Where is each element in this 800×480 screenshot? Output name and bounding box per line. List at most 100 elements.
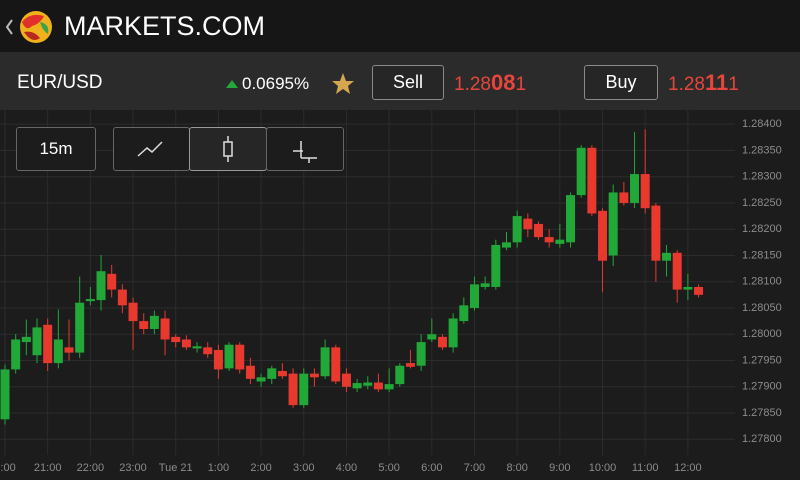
candle-body bbox=[117, 289, 127, 306]
candle-body bbox=[309, 373, 319, 378]
line-icon bbox=[137, 141, 163, 157]
candle-body bbox=[299, 373, 309, 406]
change-percent: 0.0695% bbox=[242, 74, 310, 93]
candle-body bbox=[0, 369, 10, 420]
candle-body bbox=[608, 192, 618, 256]
favorite-star[interactable] bbox=[331, 72, 355, 95]
sell-price: 1.28081 bbox=[454, 70, 526, 96]
x-tick-label: 22:00 bbox=[77, 462, 105, 474]
candle-body bbox=[640, 174, 650, 209]
candle-body bbox=[672, 252, 682, 290]
candle-body bbox=[149, 315, 159, 329]
header: MARKETS.COM bbox=[0, 0, 800, 52]
candle-body bbox=[32, 327, 42, 356]
y-tick-label: 1.28200 bbox=[742, 223, 782, 235]
candle-body bbox=[683, 286, 693, 290]
candle-body bbox=[53, 339, 63, 364]
y-tick-label: 1.28250 bbox=[742, 197, 782, 209]
candle-body bbox=[11, 339, 21, 370]
candle-body bbox=[651, 205, 661, 261]
candle-body bbox=[587, 147, 597, 214]
candle-body bbox=[192, 346, 202, 349]
candle-body bbox=[598, 210, 608, 261]
candle-body bbox=[491, 244, 501, 287]
bar-chart-button[interactable] bbox=[266, 127, 344, 171]
y-tick-label: 1.28050 bbox=[742, 302, 782, 314]
y-tick-label: 1.28350 bbox=[742, 144, 782, 156]
price-part: 1.28 bbox=[668, 74, 705, 95]
y-tick-label: 1.28300 bbox=[742, 171, 782, 183]
buy-button[interactable]: Buy bbox=[584, 65, 658, 100]
candle-body bbox=[694, 286, 704, 295]
price-pips: 11 bbox=[704, 70, 729, 95]
candle-body bbox=[245, 365, 255, 379]
candle-body bbox=[512, 216, 522, 243]
candle-body bbox=[256, 377, 266, 382]
candle-body bbox=[21, 336, 31, 343]
candle-body bbox=[213, 349, 223, 370]
candle-body bbox=[43, 324, 53, 364]
candle-body bbox=[427, 334, 437, 340]
x-tick-label: 11:00 bbox=[632, 462, 659, 474]
candle-body bbox=[235, 344, 245, 370]
candle-body bbox=[331, 347, 341, 382]
candle-body bbox=[395, 365, 405, 385]
candle-body bbox=[566, 195, 576, 243]
up-arrow bbox=[226, 80, 238, 88]
x-tick-label: 1:00 bbox=[208, 462, 229, 474]
candle-body bbox=[277, 370, 287, 377]
candle-body bbox=[224, 344, 234, 369]
candle-body bbox=[373, 382, 383, 390]
price-part: 1 bbox=[728, 74, 739, 95]
x-tick-label: 4:00 bbox=[336, 462, 357, 474]
symbol[interactable]: EUR/USD bbox=[17, 72, 103, 93]
y-tick-label: 1.27850 bbox=[742, 407, 782, 419]
x-tick-label: 21:00 bbox=[34, 462, 62, 474]
candle-body bbox=[501, 242, 511, 248]
candle-body bbox=[96, 271, 106, 301]
candle-body bbox=[85, 299, 95, 302]
sell-button[interactable]: Sell bbox=[372, 65, 444, 100]
candle-chart-button[interactable] bbox=[189, 127, 267, 171]
candle-icon bbox=[223, 136, 233, 162]
candle-body bbox=[352, 383, 362, 389]
x-tick-label: 0:00 bbox=[0, 462, 16, 474]
chart: 1.28400 1.28350 1.28300 1.28250 1.28200 1.281… bbox=[0, 110, 782, 474]
candle-body bbox=[523, 218, 533, 230]
candle-body bbox=[480, 283, 490, 287]
candle-body bbox=[363, 382, 373, 386]
x-tick-label: 23:00 bbox=[119, 462, 147, 474]
price-pips: 08 bbox=[490, 70, 516, 95]
candle-body bbox=[555, 239, 565, 244]
interval-button[interactable]: 15m bbox=[16, 127, 96, 171]
candle-body bbox=[203, 347, 213, 355]
logo bbox=[5, 11, 52, 43]
candle-body bbox=[576, 147, 586, 196]
candle-body bbox=[139, 321, 149, 329]
candle-body bbox=[267, 368, 277, 379]
candle-body bbox=[416, 342, 426, 366]
candle-body bbox=[107, 273, 117, 290]
y-tick-label: 1.27950 bbox=[742, 354, 782, 366]
candle-body bbox=[437, 336, 447, 348]
line-chart-button[interactable] bbox=[113, 127, 190, 171]
candle-body bbox=[630, 174, 640, 203]
candle-body bbox=[448, 318, 458, 348]
y-tick-label: 1.28100 bbox=[742, 276, 782, 288]
candle-body bbox=[181, 339, 191, 348]
y-tick-label: 1.28150 bbox=[742, 249, 782, 261]
y-tick-label: 1.28400 bbox=[742, 118, 782, 130]
candle-body bbox=[405, 363, 415, 367]
candle-body bbox=[288, 373, 298, 406]
candle-body bbox=[619, 192, 629, 203]
bar-icon bbox=[293, 141, 317, 163]
candle-body bbox=[160, 318, 170, 340]
x-tick-label: 10:00 bbox=[589, 462, 617, 474]
candle-body bbox=[128, 302, 138, 322]
y-tick-label: 1.28000 bbox=[742, 328, 782, 340]
candle-body bbox=[75, 302, 85, 353]
x-tick-label: 12:00 bbox=[674, 462, 702, 474]
candle-body bbox=[662, 252, 672, 261]
candle-body bbox=[64, 347, 74, 353]
